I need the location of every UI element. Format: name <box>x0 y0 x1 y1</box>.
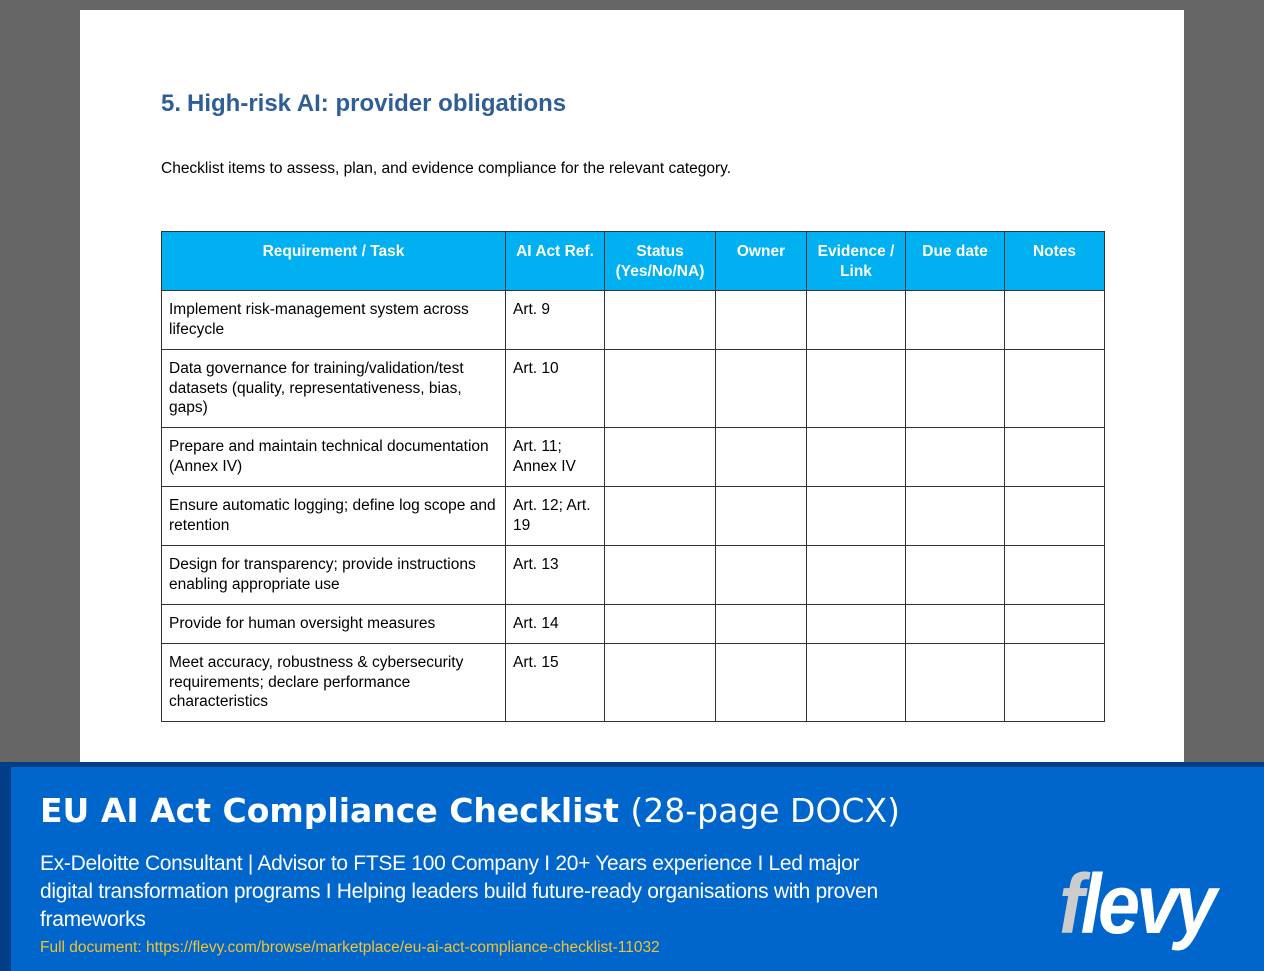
promo-banner-body: EU AI Act Compliance Checklist (28-page … <box>11 767 1264 971</box>
column-header-notes: Notes <box>1004 231 1105 291</box>
logo-letter-f: f <box>1059 857 1084 951</box>
author-description: Ex-Deloitte Consultant | Advisor to FTSE… <box>40 852 878 931</box>
table-row: Data governance for training/validation/… <box>161 349 1105 428</box>
evidence-cell[interactable] <box>806 349 906 428</box>
column-header-status: Status (Yes/No/NA) <box>604 231 716 291</box>
notes-cell[interactable] <box>1004 545 1105 605</box>
due-date-cell[interactable] <box>905 604 1005 644</box>
intro-text: Checklist items to assess, plan, and evi… <box>161 160 732 177</box>
ref-cell: Art. 12; Art. 19 <box>505 486 605 546</box>
promo-banner: EU AI Act Compliance Checklist (28-page … <box>0 762 1264 971</box>
notes-cell[interactable] <box>1004 643 1105 722</box>
owner-cell[interactable] <box>715 604 807 644</box>
product-name: EU AI Act Compliance Checklist <box>40 791 619 830</box>
ref-cell: Art. 11; Annex IV <box>505 427 605 487</box>
due-date-cell[interactable] <box>905 290 1005 350</box>
status-cell[interactable] <box>604 604 716 644</box>
section-title: High-risk AI: provider obligations <box>187 90 567 117</box>
due-date-cell[interactable] <box>905 545 1005 605</box>
status-cell[interactable] <box>604 427 716 487</box>
column-header-evidence: Evidence / Link <box>806 231 906 291</box>
document-page: 5. High-risk AI: provider obligations Che… <box>80 10 1184 770</box>
task-cell: Implement risk-management system across … <box>161 290 506 350</box>
task-cell: Meet accuracy, robustness & cybersecurit… <box>161 643 506 722</box>
column-header-ref: AI Act Ref. <box>505 231 605 291</box>
table-row: Design for transparency; provide instruc… <box>161 545 1105 605</box>
notes-cell[interactable] <box>1004 427 1105 487</box>
table-row: Meet accuracy, robustness & cybersecurit… <box>161 643 1105 722</box>
flevy-logo[interactable]: flevy <box>1059 862 1217 946</box>
due-date-cell[interactable] <box>905 643 1005 722</box>
ref-cell: Art. 9 <box>505 290 605 350</box>
ref-cell: Art. 14 <box>505 604 605 644</box>
task-cell: Design for transparency; provide instruc… <box>161 545 506 605</box>
evidence-cell[interactable] <box>806 643 906 722</box>
evidence-cell[interactable] <box>806 486 906 546</box>
due-date-cell[interactable] <box>905 349 1005 428</box>
task-cell: Provide for human oversight measures <box>161 604 506 644</box>
product-format: (28-page DOCX) <box>630 791 900 830</box>
task-cell: Prepare and maintain technical documenta… <box>161 427 506 487</box>
task-cell: Ensure automatic logging; define log sco… <box>161 486 506 546</box>
status-cell[interactable] <box>604 290 716 350</box>
notes-cell[interactable] <box>1004 290 1105 350</box>
owner-cell[interactable] <box>715 545 807 605</box>
evidence-cell[interactable] <box>806 545 906 605</box>
owner-cell[interactable] <box>715 290 807 350</box>
section-heading: 5. High-risk AI: provider obligations <box>161 90 566 118</box>
due-date-cell[interactable] <box>905 486 1005 546</box>
table-row: Implement risk-management system across … <box>161 290 1105 350</box>
table-row: Ensure automatic logging; define log sco… <box>161 486 1105 546</box>
status-cell[interactable] <box>604 643 716 722</box>
ref-cell: Art. 10 <box>505 349 605 428</box>
evidence-cell[interactable] <box>806 290 906 350</box>
owner-cell[interactable] <box>715 643 807 722</box>
owner-cell[interactable] <box>715 427 807 487</box>
owner-cell[interactable] <box>715 349 807 428</box>
owner-cell[interactable] <box>715 486 807 546</box>
evidence-cell[interactable] <box>806 604 906 644</box>
evidence-cell[interactable] <box>806 427 906 487</box>
ref-cell: Art. 15 <box>505 643 605 722</box>
table-header-row: Requirement / Task AI Act Ref. Status (Y… <box>161 231 1105 291</box>
notes-cell[interactable] <box>1004 349 1105 428</box>
column-header-due-date: Due date <box>905 231 1005 291</box>
notes-cell[interactable] <box>1004 604 1105 644</box>
ref-cell: Art. 13 <box>505 545 605 605</box>
notes-cell[interactable] <box>1004 486 1105 546</box>
full-document-link[interactable]: Full document: https://flevy.com/browse/… <box>40 939 660 956</box>
status-cell[interactable] <box>604 545 716 605</box>
table-row: Prepare and maintain technical documenta… <box>161 427 1105 487</box>
compliance-checklist-table: Requirement / Task AI Act Ref. Status (Y… <box>161 231 1105 722</box>
section-number: 5. <box>161 90 182 117</box>
status-cell[interactable] <box>604 349 716 428</box>
logo-letters: levy <box>1080 857 1217 951</box>
column-header-task: Requirement / Task <box>161 231 506 291</box>
due-date-cell[interactable] <box>905 427 1005 487</box>
task-cell: Data governance for training/validation/… <box>161 349 506 428</box>
product-title: EU AI Act Compliance Checklist (28-page … <box>40 791 900 830</box>
column-header-owner: Owner <box>715 231 807 291</box>
table-row: Provide for human oversight measures Art… <box>161 604 1105 644</box>
status-cell[interactable] <box>604 486 716 546</box>
